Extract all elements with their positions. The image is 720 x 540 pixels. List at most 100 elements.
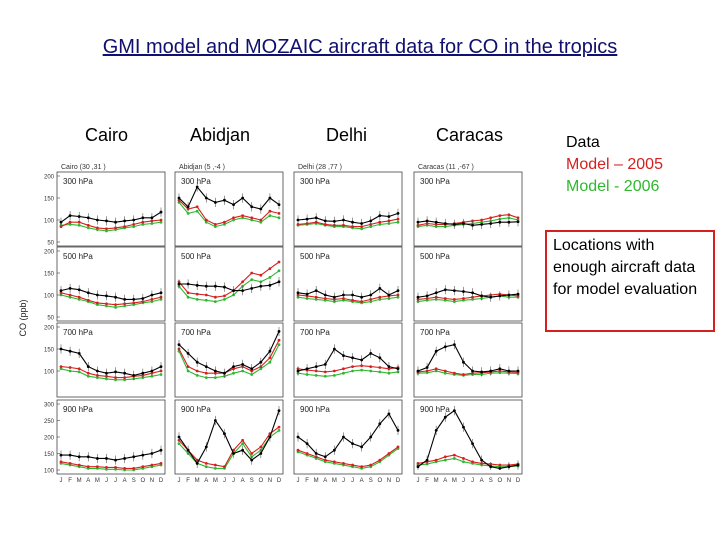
point-model-2006-r1-c1-3 [204,298,208,302]
series-line-data-r2-c3 [417,343,518,373]
point-model-2006-r2-c3-2 [434,369,438,373]
point-model-2006-r2-c2-4 [332,374,336,377]
point-data-r2-c3-6 [471,369,474,373]
level-label-r2-c3: 700 hPa [420,328,450,337]
ytick-r0-0: 50 [47,241,54,247]
legend-item-model-2005: Model – 2005 [566,156,663,173]
point-model-2006-r0-c0-11 [159,220,163,224]
series-line-data-r3-c2 [297,412,399,458]
point-model-2005-r3-c1-7 [241,438,245,442]
series-line-model-2005-r2-c0 [60,366,162,379]
series-line-data-r2-c2 [297,348,399,372]
point-model-2005-r0-c1-4 [213,223,217,226]
point-data-r1-c1-6 [232,289,235,292]
point-model-2005-r1-c3-3 [443,297,447,300]
ytick-r3-1: 150 [44,452,55,458]
month-label-c2-7: A [360,478,364,484]
month-label-c1-10: N [268,478,272,484]
point-model-2005-r3-c3-3 [443,455,447,459]
point-data-r3-c2-9 [378,422,382,426]
point-data-r0-c2-8 [369,219,373,223]
level-label-r0-c1: 300 hPa [181,177,211,186]
month-label-c3-7: A [480,478,484,484]
point-data-r3-c0-4 [95,457,99,460]
point-data-r0-c2-0 [296,218,300,222]
point-model-2005-r0-c0-5 [105,227,108,231]
point-model-2005-r0-c3-9 [498,214,502,218]
point-data-r2-c3-7 [480,370,484,374]
point-model-2006-r1-c1-4 [213,300,217,303]
point-model-2006-r0-c2-8 [369,225,373,229]
point-model-2005-r1-c1-7 [241,280,245,284]
point-model-2005-r2-c1-1 [186,365,190,368]
point-model-2005-r2-c3-3 [443,369,447,373]
point-model-2006-r0-c2-11 [396,220,400,224]
point-model-2006-r2-c1-4 [213,376,217,379]
month-label-c1-9: O [258,478,263,484]
point-model-2005-r3-c3-4 [452,453,456,457]
series-line-model-2005-r3-c1 [178,426,280,468]
point-data-r1-c1-11 [277,280,281,284]
point-model-2005-r3-c0-9 [141,465,145,469]
point-model-2006-r2-c0-4 [95,376,99,379]
point-model-2005-r0-c2-11 [396,217,400,221]
panel-frame-r1-c3 [413,246,523,322]
series-line-data-r1-c0 [60,287,162,300]
month-label-c1-7: A [241,478,245,484]
series-line-model-2006-r1-c1 [178,270,280,303]
point-data-r0-c0-7 [123,219,127,223]
point-model-2006-r2-c1-9 [259,367,263,371]
point-data-r2-c2-11 [396,367,400,371]
point-data-r2-c2-5 [342,354,345,357]
point-model-2005-r1-c1-5 [223,294,226,298]
point-data-r0-c2-6 [351,220,354,224]
point-model-2005-r0-c1-6 [232,216,235,220]
point-model-2006-r2-c2-3 [323,374,327,378]
point-model-2006-r0-c0-3 [86,226,90,230]
point-data-r1-c3-2 [434,291,438,295]
point-data-r3-c0-5 [105,457,108,460]
point-model-2006-r0-c0-5 [105,229,108,233]
point-data-r1-c0-6 [114,295,117,299]
point-data-r2-c0-2 [77,352,81,355]
panel-header-3: Caracas (11 ,-67 ) [418,164,474,171]
point-model-2005-r2-c1-2 [195,369,199,373]
level-label-r2-c0: 700 hPa [63,328,93,337]
point-model-2006-r0-c1-11 [277,216,281,220]
month-label-c0-9: O [140,478,145,484]
point-data-r3-c2-10 [387,412,391,416]
point-data-r3-c0-2 [77,455,81,459]
panel-frame-r3-c0 [56,399,166,475]
point-data-r1-c2-3 [323,293,327,297]
point-model-2005-r2-c2-9 [378,366,382,369]
point-data-r1-c0-8 [132,298,136,301]
point-model-2006-r2-c1-6 [232,371,235,375]
point-model-2006-r1-c1-11 [277,269,281,273]
point-model-2006-r0-c1-10 [268,214,272,218]
point-data-r2-c1-8 [250,367,254,371]
note-text: Locations with enough aircraft data for … [553,237,698,298]
point-model-2005-r3-c2-11 [396,445,400,449]
point-model-2006-r2-c1-1 [186,369,190,373]
point-model-2005-r1-c3-4 [452,298,456,301]
month-label-c0-10: N [150,478,154,484]
series-line-model-2005-r2-c2 [297,365,399,373]
point-model-2005-r1-c0-3 [86,298,90,302]
point-data-r1-c3-11 [516,292,520,296]
point-data-r2-c1-10 [268,349,272,353]
point-model-2005-r0-c1-3 [204,218,208,222]
month-label-c0-5: J [105,478,108,484]
point-model-2006-r2-c1-8 [250,373,254,376]
point-data-r0-c2-9 [378,214,382,218]
point-model-2005-r3-c0-0 [59,460,63,464]
point-model-2005-r3-c1-9 [259,445,263,449]
point-data-r2-c0-5 [105,371,108,375]
point-model-2006-r3-c3-5 [462,460,465,464]
month-label-c1-0: J [178,478,181,484]
ytick-r0-1: 100 [44,219,55,225]
month-label-c0-1: F [68,478,72,484]
point-data-r3-c3-0 [416,465,420,469]
month-label-c0-7: A [123,478,127,484]
point-data-r2-c0-0 [59,347,63,351]
point-model-2006-r0-c1-5 [223,223,226,226]
